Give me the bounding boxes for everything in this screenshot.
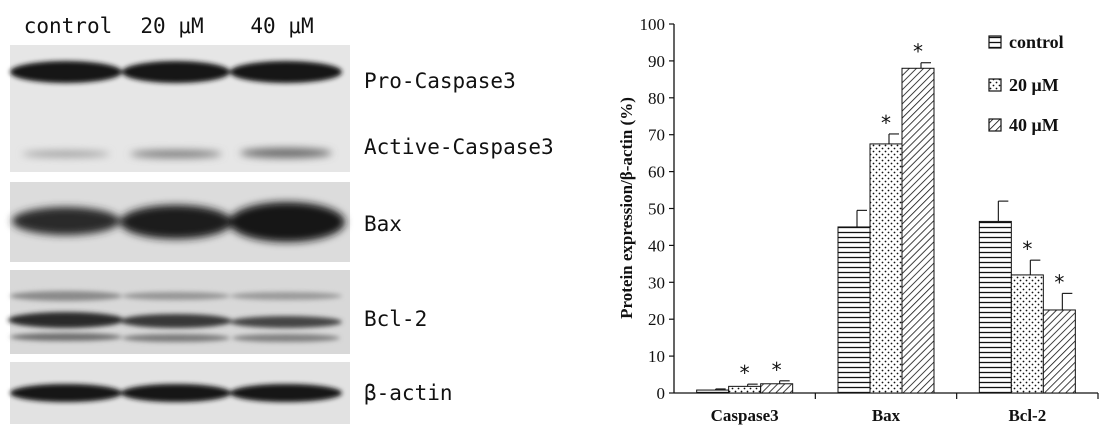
legend-label: 20 μM (1009, 75, 1059, 95)
legend-swatch (988, 35, 1002, 49)
protein-label-pro-caspase3: Pro-Caspase3 (364, 69, 516, 93)
membrane-bax (10, 182, 350, 262)
legend-label: 40 μM (1009, 115, 1059, 135)
bar (1042, 309, 1076, 394)
legend-label: control (1009, 32, 1064, 52)
bar (728, 385, 762, 394)
chart-bars: * * * * * * (696, 40, 1076, 394)
significance-star: * (772, 358, 782, 382)
lane-label-control: control (24, 14, 113, 38)
significance-star: * (913, 40, 923, 64)
western-blot-panel: control 20 μM 40 μM (8, 14, 554, 424)
protein-label-bax: Bax (364, 212, 402, 236)
y-tick-label: 30 (648, 273, 665, 292)
legend-swatch (988, 78, 1002, 92)
x-category-label: Bcl-2 (1008, 406, 1046, 425)
protein-label-active-caspase3: Active-Caspase3 (364, 135, 554, 159)
y-tick-label: 90 (648, 52, 665, 71)
protein-label-beta-actin: β-actin (364, 381, 453, 405)
significance-star: * (881, 111, 891, 135)
significance-star: * (1022, 237, 1032, 261)
y-tick-label: 50 (648, 200, 665, 219)
bar (869, 143, 903, 394)
bar (696, 389, 730, 394)
y-tick-label: 100 (640, 15, 666, 34)
y-tick-label: 20 (648, 310, 665, 329)
significance-star: * (1054, 270, 1064, 294)
membrane-beta-actin (10, 362, 350, 424)
membrane-bcl2 (8, 270, 350, 354)
membrane-caspase3 (10, 45, 350, 172)
x-category-label: Caspase3 (711, 406, 779, 425)
lane-label-40uM: 40 μM (250, 14, 313, 38)
chart-legend: control 20 μM 40 μM (988, 32, 1064, 135)
y-tick-label: 40 (648, 236, 665, 255)
legend-swatch (988, 118, 1002, 132)
y-tick-label: 0 (657, 384, 666, 403)
x-category-label: Bax (872, 406, 901, 425)
bar (901, 67, 935, 394)
y-tick-label: 10 (648, 347, 665, 366)
y-tick-label: 60 (648, 163, 665, 182)
protein-label-bcl2: Bcl-2 (364, 307, 427, 331)
significance-star: * (740, 361, 750, 385)
bar (837, 226, 871, 394)
lane-label-20uM: 20 μM (140, 14, 203, 38)
y-tick-label: 70 (648, 126, 665, 145)
y-axis-label: Protein expression/β-actin (%) (617, 97, 636, 319)
y-tick-label: 80 (648, 89, 665, 108)
bar (1010, 274, 1044, 394)
bar (978, 220, 1012, 394)
bar (760, 383, 794, 394)
bar-chart: Protein expression/β-actin (%) 0 10 20 30 40… (617, 15, 1099, 425)
